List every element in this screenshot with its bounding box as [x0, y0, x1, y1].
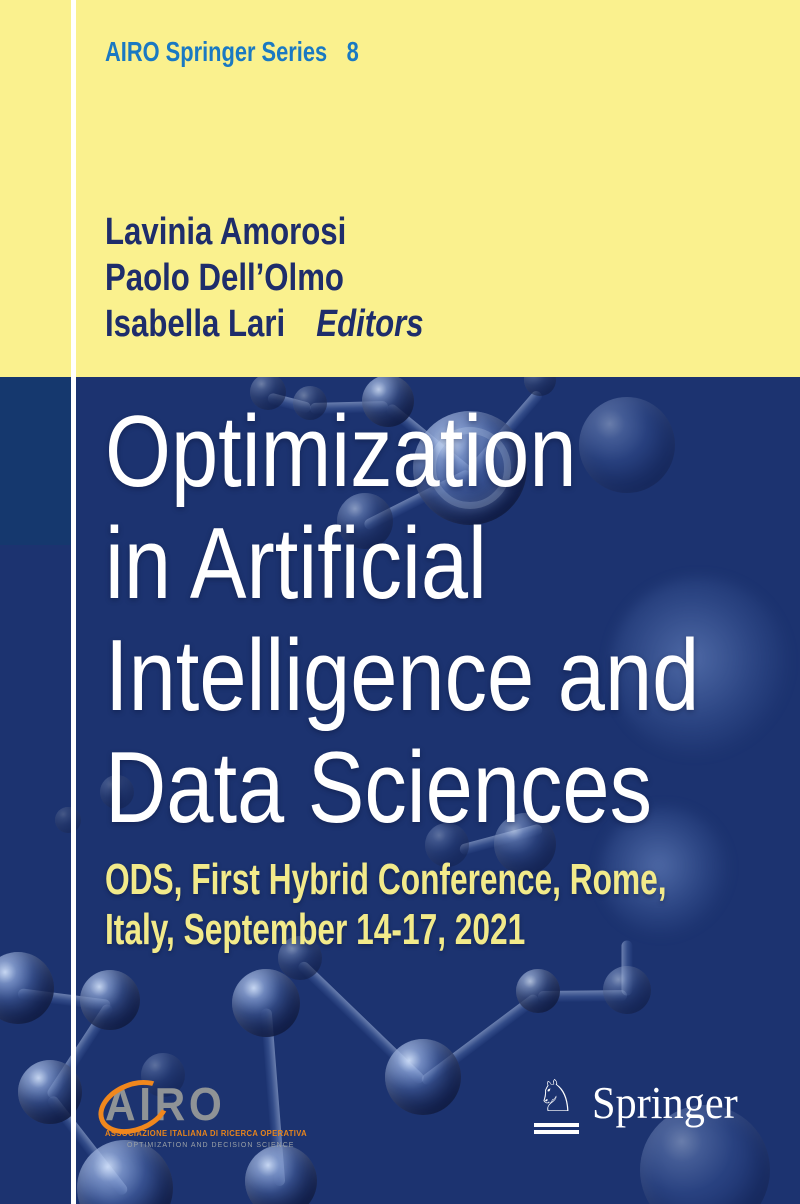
vertical-rule	[71, 0, 76, 1204]
molecule-sphere	[245, 1145, 317, 1204]
molecule-sphere	[413, 411, 527, 525]
series-name: AIRO Springer Series	[105, 36, 328, 67]
editors-block: Lavinia Amorosi Paolo Dell’Olmo Isabella…	[105, 209, 424, 347]
airo-acronym: AIRO	[105, 1078, 226, 1130]
title-line: in Artificial	[105, 508, 487, 620]
editors-label: Editors	[316, 303, 424, 345]
airo-tagline: OPTIMIZATION AND DECISION SCIENCE	[127, 1142, 295, 1149]
editor-name: Isabella Lari	[105, 303, 286, 345]
molecule-photo-background	[0, 377, 800, 1204]
top-yellow-band	[0, 0, 800, 377]
molecule-sphere	[362, 377, 414, 427]
molecule-sphere	[0, 952, 54, 1024]
molecule-sphere	[100, 775, 134, 809]
airo-full-name: ASSOCIAZIONE ITALIANA DI RICERCA OPERATI…	[105, 1129, 308, 1138]
springer-horse-icon: ♘	[533, 1074, 579, 1134]
molecule-sphere	[232, 969, 300, 1037]
editor-name-row: Isabella Lari Editors	[105, 301, 424, 347]
horse-underline-bar	[533, 1123, 579, 1127]
molecule-sphere	[600, 807, 730, 937]
molecule-sphere	[640, 1105, 770, 1204]
series-number: 8	[346, 36, 359, 67]
molecule-sphere	[524, 377, 556, 396]
molecule-sphere	[385, 1039, 461, 1115]
editor-name: Paolo Dell’Olmo	[105, 257, 344, 299]
subtitle-line: ODS, First Hybrid Conference, Rome,	[105, 855, 667, 904]
title-line: Optimization	[105, 396, 577, 508]
molecule-sphere	[250, 377, 286, 410]
molecule-sphere	[603, 966, 651, 1014]
molecule-sphere	[293, 386, 327, 420]
title-line: Intelligence and	[105, 620, 700, 732]
horse-underline-bar	[533, 1130, 579, 1134]
molecule-sphere	[337, 493, 393, 549]
molecule-sphere	[80, 970, 140, 1030]
airo-logo: AIRO ASSOCIAZIONE ITALIANA DI RICERCA OP…	[90, 1069, 308, 1149]
molecule-sphere	[579, 397, 675, 493]
series-line: AIRO Springer Series 8	[105, 36, 359, 68]
molecule-sphere	[278, 936, 322, 980]
springer-wordmark: Springer	[592, 1077, 738, 1128]
editor-name: Lavinia Amorosi	[105, 211, 347, 253]
molecule-sphere	[141, 1053, 185, 1097]
molecule-sphere	[425, 823, 469, 867]
book-title: Optimization in Artificial Intelligence …	[105, 396, 699, 844]
left-stripe-block	[0, 377, 71, 545]
molecule-sphere	[516, 969, 560, 1013]
molecule-sphere	[610, 577, 790, 757]
title-line: Data Sciences	[105, 732, 653, 844]
molecule-sphere	[55, 807, 81, 833]
book-subtitle: ODS, First Hybrid Conference, Rome, Ital…	[105, 855, 667, 955]
springer-logo: ♘ Springer	[533, 1074, 750, 1134]
molecule-sphere	[494, 813, 556, 875]
subtitle-line: Italy, September 14-17, 2021	[105, 905, 526, 954]
